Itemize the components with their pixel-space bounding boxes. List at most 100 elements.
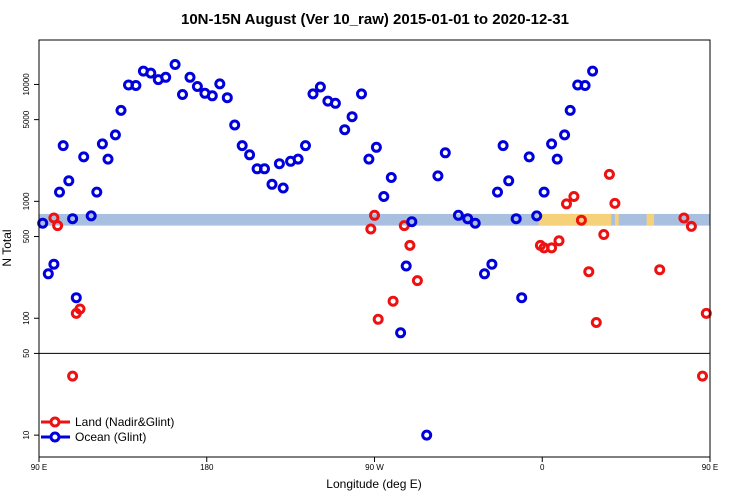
ocean-point <box>145 67 157 79</box>
land-point <box>568 191 580 202</box>
ocean-point <box>400 260 412 272</box>
ocean-point <box>497 140 509 152</box>
ocean-point <box>587 65 599 77</box>
ocean-point <box>370 141 382 153</box>
land-point <box>609 197 621 209</box>
land-point <box>654 264 666 276</box>
land-band-segment <box>646 213 655 226</box>
land-point <box>404 239 416 251</box>
ocean-point <box>191 81 203 92</box>
legend-label-land: Land (Nadir&Glint) <box>75 415 174 429</box>
land-point <box>67 370 79 382</box>
y-tick-label: 1000 <box>22 192 31 210</box>
ocean-point <box>169 59 181 70</box>
ocean-point <box>221 92 233 104</box>
y-tick-label: 10000 <box>22 73 31 96</box>
ocean-point <box>314 81 326 93</box>
legend: Land (Nadir&Glint) Ocean (Glint) <box>41 415 174 444</box>
ocean-point <box>259 163 270 175</box>
ocean-point <box>421 429 433 441</box>
y-axis-ticks: 10 50 100 500 1000 5000 10000 <box>22 73 39 440</box>
ocean-point <box>160 71 172 83</box>
ocean-point <box>85 210 97 222</box>
x-tick-label: 180 <box>200 463 214 472</box>
y-tick-label: 50 <box>22 348 31 357</box>
land-point <box>369 209 380 221</box>
ocean-point <box>70 292 82 304</box>
legend-marker-ocean <box>49 431 61 443</box>
ocean-point <box>551 153 563 165</box>
ocean-point <box>96 138 108 150</box>
ocean-point <box>356 88 367 100</box>
land-band-segment <box>614 213 619 226</box>
land-point <box>411 275 423 287</box>
ocean-point <box>546 138 558 150</box>
land-point <box>52 220 64 232</box>
ocean-point <box>378 191 390 202</box>
ocean-point <box>406 216 418 228</box>
land-point <box>553 235 565 247</box>
ocean-point <box>67 213 79 225</box>
ocean-point <box>214 78 226 90</box>
ocean-point <box>91 186 103 198</box>
land-point <box>575 214 587 226</box>
x-tick-label: 90 E <box>702 463 718 472</box>
ocean-point <box>54 186 65 198</box>
land-point <box>546 242 558 254</box>
y-tick-label: 5000 <box>22 110 31 128</box>
ocean-point <box>510 213 522 225</box>
land-point <box>685 220 697 232</box>
ocean-point <box>115 104 127 116</box>
ocean-point <box>479 268 490 280</box>
ocean-point <box>244 149 256 161</box>
y-tick-label: 10 <box>22 430 31 439</box>
ocean-point <box>184 71 196 83</box>
ocean-point <box>469 217 481 229</box>
ocean-point <box>492 186 503 198</box>
ocean-point <box>395 327 407 339</box>
x-axis-ticks: 90 E 180 90 W 0 90 E <box>31 457 718 472</box>
ocean-point <box>78 151 90 163</box>
plot-frame <box>38 39 711 458</box>
x-axis-title: Longitude (deg E) <box>326 477 421 491</box>
land-point <box>590 317 602 328</box>
ocean-point <box>206 90 218 102</box>
ocean-point <box>462 213 474 225</box>
ocean-point <box>292 153 304 165</box>
ocean-point <box>307 88 319 100</box>
ocean-point <box>531 210 543 222</box>
x-tick-label: 90 W <box>365 463 384 472</box>
ocean-point <box>538 186 550 198</box>
ocean-point <box>516 292 528 304</box>
ocean-point <box>57 140 69 152</box>
ocean-point <box>48 258 60 270</box>
land-point <box>700 307 712 319</box>
x-tick-label: 90 E <box>31 463 47 472</box>
ocean-point <box>346 111 358 123</box>
ocean-point <box>277 182 289 194</box>
ocean-point <box>579 80 591 91</box>
ocean-point <box>363 153 375 165</box>
land-point <box>697 370 708 382</box>
ocean-point <box>177 89 188 100</box>
ocean-point <box>486 258 498 270</box>
ocean-point <box>266 178 278 190</box>
land-point <box>678 212 690 224</box>
ocean-point <box>102 153 114 165</box>
land-band-segment <box>538 213 612 226</box>
land-points <box>48 168 712 382</box>
ocean-point <box>432 170 444 182</box>
x-tick-label: 0 <box>540 463 545 472</box>
land-point <box>74 303 86 315</box>
y-tick-label: 100 <box>22 311 31 325</box>
land-point <box>365 223 377 235</box>
ocean-points <box>37 59 599 441</box>
ocean-point <box>42 268 54 280</box>
ocean-point <box>229 119 241 131</box>
land-point <box>598 229 610 240</box>
land-point <box>372 313 384 325</box>
y-axis-title: N Total <box>0 229 14 266</box>
ocean-point <box>130 80 142 91</box>
ocean-point <box>109 129 121 141</box>
y-tick-label: 500 <box>22 229 31 243</box>
